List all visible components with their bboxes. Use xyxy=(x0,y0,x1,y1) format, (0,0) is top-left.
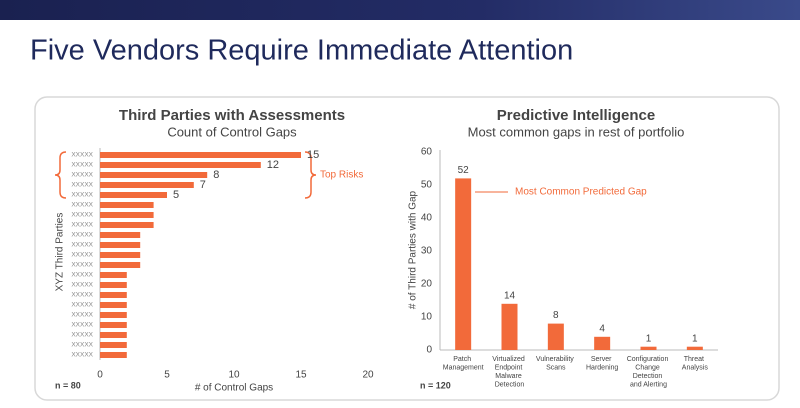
chart-subtitle: Count of Control Gaps xyxy=(167,124,297,139)
bar xyxy=(100,162,261,168)
bar xyxy=(100,242,141,248)
y-tick-label: XXXXX xyxy=(71,182,93,189)
y-tick-label: XXXXX xyxy=(71,172,93,179)
y-tick-label: XXXXX xyxy=(71,292,93,299)
chart-title: Third Parties with Assessments xyxy=(119,107,345,124)
y-tick-label: XXXXX xyxy=(71,332,93,339)
x-tick-label: Vulnerability Scans xyxy=(536,356,576,372)
bar xyxy=(100,282,127,288)
y-tick-label: XXXXX xyxy=(71,222,93,229)
annotation: Top Risks xyxy=(320,170,363,181)
y-axis-label: # of Third Parties with Gap xyxy=(408,190,419,309)
y-tick-label: XXXXX xyxy=(71,232,93,239)
y-tick-label: 10 xyxy=(421,312,433,323)
bar xyxy=(100,352,127,358)
bar xyxy=(100,262,141,268)
bar xyxy=(100,192,167,198)
y-tick-label: XXXXX xyxy=(71,152,93,159)
data-label: 12 xyxy=(267,159,279,171)
y-axis-label: XYZ Third Parties xyxy=(55,213,66,292)
y-tick-label: XXXXX xyxy=(71,162,93,169)
x-tick-label: 15 xyxy=(295,370,307,381)
brace xyxy=(304,151,317,199)
bar xyxy=(100,322,127,328)
x-tick-label: Threat Analysis xyxy=(682,356,709,372)
y-tick-label: XXXXX xyxy=(71,192,93,199)
x-tick-label: Virtualized Endpoint Malware Detection xyxy=(492,356,527,389)
y-tick-label: XXXXX xyxy=(71,312,93,319)
chart-title: Predictive Intelligence xyxy=(497,107,655,124)
card xyxy=(34,96,780,401)
x-tick-label: Configuration Change Detection and Alert… xyxy=(627,356,671,389)
y-tick-label: XXXXX xyxy=(71,242,93,249)
bar xyxy=(100,252,141,258)
bar xyxy=(100,302,127,308)
y-tick-label: XXXXX xyxy=(71,212,93,219)
bar xyxy=(547,323,564,350)
y-tick-label: XXXXX xyxy=(71,262,93,269)
bar xyxy=(100,202,154,208)
data-label: 7 xyxy=(200,179,206,191)
data-label: 4 xyxy=(599,323,605,334)
data-label: 5 xyxy=(173,189,179,201)
bar xyxy=(100,172,208,178)
data-label: 52 xyxy=(458,165,470,176)
x-tick-label: 20 xyxy=(362,370,374,381)
x-tick-label: 10 xyxy=(228,370,240,381)
x-tick-label: Patch Management xyxy=(443,356,484,372)
data-label: 14 xyxy=(504,290,516,301)
bar xyxy=(100,182,194,188)
annotation: Most Common Predicted Gap xyxy=(515,187,647,198)
data-label: 1 xyxy=(692,333,698,344)
brace xyxy=(54,151,67,199)
y-tick-label: XXXXX xyxy=(71,342,93,349)
bar xyxy=(100,332,127,338)
bar xyxy=(100,232,141,238)
bar xyxy=(455,178,472,350)
chart-subtitle: Most common gaps in rest of portfolio xyxy=(468,124,685,139)
annotation: n = 80 xyxy=(55,380,81,390)
bar xyxy=(100,212,154,218)
y-tick-label: XXXXX xyxy=(71,302,93,309)
y-tick-label: 40 xyxy=(421,213,433,224)
x-axis-label: # of Control Gaps xyxy=(195,383,273,394)
y-tick-label: XXXXX xyxy=(71,252,93,259)
annotation: n = 120 xyxy=(420,380,451,390)
y-tick-label: XXXXX xyxy=(71,322,93,329)
bar xyxy=(100,152,301,158)
x-tick-label: 0 xyxy=(97,370,103,381)
data-label: 15 xyxy=(307,149,319,161)
bar xyxy=(100,272,127,278)
x-tick-label: Server Hardening xyxy=(586,356,618,372)
data-label: 8 xyxy=(553,310,559,321)
bar xyxy=(100,292,127,298)
bar xyxy=(501,303,518,350)
y-tick-label: 30 xyxy=(421,246,433,257)
bar xyxy=(100,222,154,228)
banner xyxy=(0,0,800,20)
bar xyxy=(686,346,703,350)
page-title: Five Vendors Require Immediate Attention xyxy=(30,35,573,67)
y-tick-label: XXXXX xyxy=(71,202,93,209)
y-tick-label: 20 xyxy=(421,279,433,290)
x-tick-label: 5 xyxy=(164,370,170,381)
y-tick-label: XXXXX xyxy=(71,272,93,279)
y-tick-label: 0 xyxy=(426,345,432,356)
y-tick-label: 60 xyxy=(421,147,433,158)
y-tick-label: XXXXX xyxy=(71,282,93,289)
data-label: 8 xyxy=(213,169,219,181)
data-label: 1 xyxy=(646,333,652,344)
y-tick-label: 50 xyxy=(421,180,433,191)
bar xyxy=(100,312,127,318)
bar xyxy=(100,342,127,348)
bar xyxy=(640,346,657,350)
bar xyxy=(594,336,611,350)
y-tick-label: XXXXX xyxy=(71,352,93,359)
